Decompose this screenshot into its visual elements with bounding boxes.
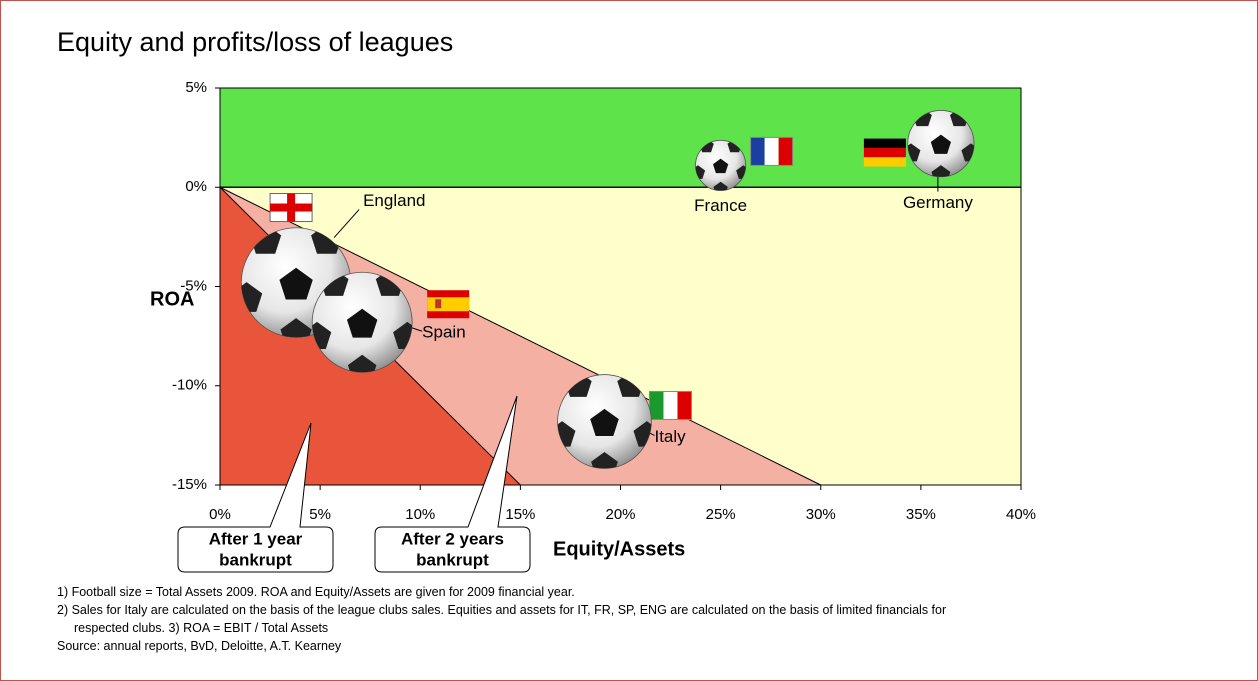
x-axis-label: Equity/Assets [553,538,685,560]
positive-band [220,88,1021,187]
note: 1) Football size = Total Assets 2009. RO… [57,583,946,601]
flag-part [435,299,441,308]
flag-part [864,148,906,157]
x-tick-label: 20% [605,506,635,523]
callout-label: After 2 years [401,529,504,548]
y-tick-label: 0% [185,178,207,195]
flag-part [864,139,906,148]
chart: Equity and profits/loss of leagues 5%0%-… [0,0,1258,681]
point-label: France [694,196,747,215]
flag [427,290,469,318]
y-axis-label: ROA [150,288,194,310]
flag-part [649,391,663,419]
x-tick-label: 5% [309,506,331,523]
flag [751,137,793,165]
chart-title: Equity and profits/loss of leagues [57,27,453,57]
flag [270,194,312,222]
flag-part [427,297,469,311]
flag-part [663,391,677,419]
flag [649,391,691,419]
y-tick-label: -10% [172,377,207,394]
callout-label: bankrupt [416,550,489,569]
flag [864,139,906,167]
note: respected clubs. 3) ROA = EBIT / Total A… [57,619,946,637]
x-tick-label: 40% [1006,506,1036,523]
flag-part [765,137,779,165]
x-tick-label: 0% [209,506,231,523]
callout-label: bankrupt [219,550,292,569]
point-label: Italy [654,427,686,446]
flag-part [751,137,765,165]
x-tick-label: 10% [405,506,435,523]
flag-part [864,157,906,166]
note: 2) Sales for Italy are calculated on the… [57,601,946,619]
flag-part [677,391,691,419]
note: Source: annual reports, BvD, Deloitte, A… [57,637,946,655]
flag-part [270,204,312,212]
callout-label: After 1 year [209,529,303,548]
y-tick-label: 5% [185,79,207,96]
x-tick-label: 15% [505,506,535,523]
x-tick-label: 35% [906,506,936,523]
y-tick-label: -15% [172,476,207,493]
x-tick-label: 25% [706,506,736,523]
point-label: England [363,191,425,210]
point-label: Germany [903,193,973,212]
x-tick-label: 30% [806,506,836,523]
flag-part [779,137,793,165]
point-label: Spain [422,323,465,342]
notes: 1) Football size = Total Assets 2009. RO… [57,583,946,655]
